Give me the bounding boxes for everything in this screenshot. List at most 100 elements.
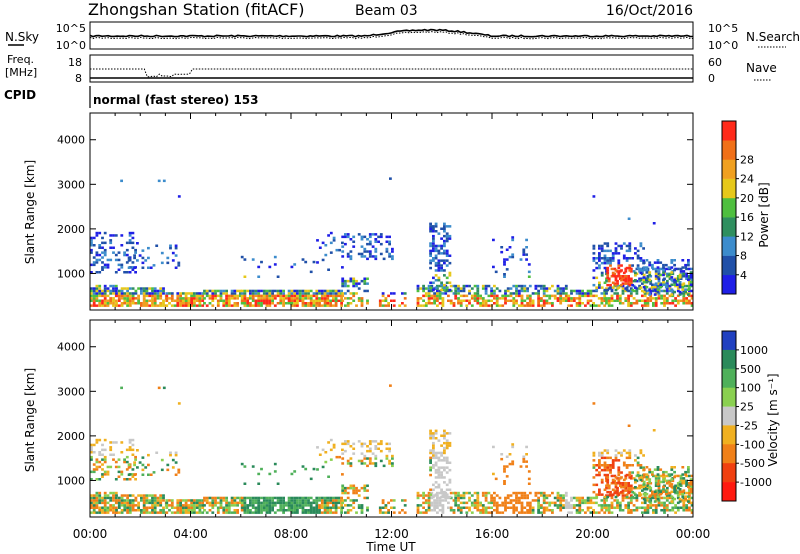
velocity-cell <box>293 496 297 500</box>
velocity-cell <box>230 504 234 507</box>
power-cell <box>559 292 563 295</box>
velocity-cell <box>473 499 477 502</box>
power-cell <box>457 302 460 305</box>
velocity-cell <box>528 501 532 505</box>
velocity-cell <box>586 509 590 512</box>
power-cell <box>600 286 604 289</box>
power-cell <box>120 302 124 305</box>
velocity-cell <box>562 504 565 507</box>
power-cell <box>652 304 655 307</box>
velocity-cell <box>240 496 244 500</box>
power-cell <box>643 299 647 302</box>
power-cell <box>643 294 647 298</box>
power-cell <box>493 292 496 295</box>
velocity-cell <box>98 491 102 495</box>
velocity-cell <box>595 511 598 514</box>
power-cell <box>427 289 431 293</box>
velocity-cell <box>487 506 491 509</box>
power-cell <box>184 304 188 307</box>
power-cell <box>448 254 452 257</box>
velocity-cell <box>509 506 513 509</box>
velocity-cell <box>352 484 356 487</box>
velocity-cell <box>559 504 563 507</box>
velocity-cell <box>301 465 305 468</box>
power-cell <box>368 242 372 246</box>
velocity-cell <box>639 478 643 482</box>
power-cell <box>430 297 434 300</box>
velocity-cell <box>344 486 347 490</box>
power-cell <box>607 302 611 305</box>
power-cell <box>125 261 129 264</box>
power-cell <box>262 292 266 295</box>
power-cell <box>134 297 138 300</box>
velocity-cell <box>337 506 341 509</box>
power-cell <box>430 302 434 305</box>
velocity-cell <box>148 511 152 514</box>
velocity-cell <box>165 506 169 509</box>
velocity-cell <box>290 504 294 507</box>
velocity-cell <box>262 506 266 509</box>
velocity-cell <box>616 506 619 509</box>
power-cell <box>448 237 452 240</box>
velocity-cell <box>360 459 364 463</box>
power-cell <box>627 217 631 220</box>
velocity-cell <box>268 504 272 507</box>
velocity-cell <box>95 438 99 442</box>
power-cell <box>654 275 658 278</box>
velocity-cell <box>641 506 644 509</box>
power-cell <box>140 304 143 307</box>
power-cell <box>671 294 675 298</box>
power-cell <box>298 292 302 295</box>
power-cell <box>449 299 453 302</box>
power-cell <box>273 263 277 266</box>
velocity-cell <box>216 509 220 512</box>
power-cell <box>564 287 568 290</box>
power-cell <box>195 299 199 302</box>
velocity-cell <box>490 501 493 505</box>
power-cell <box>115 292 118 295</box>
velocity-cell <box>616 486 619 490</box>
cpid-label: CPID <box>4 88 36 102</box>
velocity-cell <box>670 468 674 471</box>
velocity-cell <box>649 486 653 490</box>
velocity-cell <box>437 466 441 469</box>
velocity-cell <box>592 496 595 500</box>
velocity-cell <box>95 460 99 464</box>
velocity-cell <box>176 511 180 514</box>
velocity-cell <box>688 486 691 490</box>
power-cell <box>457 284 460 288</box>
power-cell <box>553 294 557 298</box>
velocity-cell <box>148 494 152 497</box>
velocity-cell <box>440 490 443 494</box>
velocity-cell <box>427 496 431 500</box>
velocity-cell <box>403 511 407 514</box>
power-cell <box>152 264 156 267</box>
velocity-cell <box>501 511 505 514</box>
power-cell <box>262 302 266 305</box>
power-cell <box>95 231 99 235</box>
power-cell <box>287 299 291 302</box>
power-cell <box>687 278 690 282</box>
velocity-cell <box>628 449 632 452</box>
velocity-cell <box>679 484 683 487</box>
velocity-cell <box>216 506 220 509</box>
velocity-cell <box>315 511 319 514</box>
power-cell <box>422 289 425 293</box>
power-cell <box>468 292 471 295</box>
power-cell <box>434 264 438 267</box>
velocity-cell <box>657 491 661 495</box>
velocity-cell <box>690 474 694 478</box>
velocity-cell <box>429 429 432 433</box>
power-cell <box>103 304 107 307</box>
velocity-cell <box>159 504 163 507</box>
velocity-cell <box>366 445 369 448</box>
power-cell <box>620 247 623 250</box>
power-cell <box>416 284 420 288</box>
velocity-cell <box>624 489 628 492</box>
velocity-cell <box>511 460 515 463</box>
velocity-cell <box>201 499 205 502</box>
power-cell <box>682 292 686 295</box>
power-cell <box>611 286 615 289</box>
power-cell <box>676 267 680 271</box>
velocity-cell <box>287 504 291 507</box>
